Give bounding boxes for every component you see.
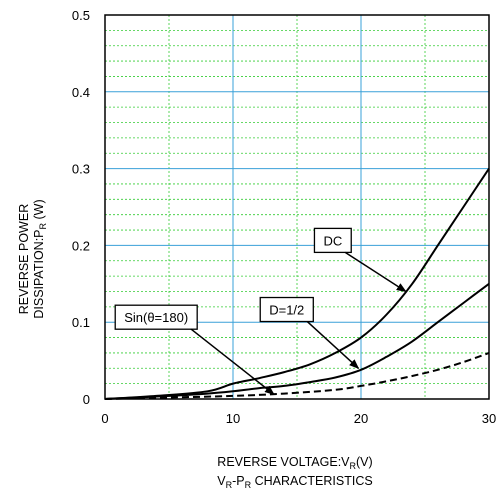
caption-b-sub: R [245, 480, 252, 490]
caption-a: V [217, 474, 226, 488]
annotation-box [259, 296, 314, 323]
y-axis-title-line2: DISSIPATION:PR (W) [32, 199, 48, 318]
series-line [104, 168, 490, 400]
annotation-arrow [344, 251, 407, 293]
x-tick-label: 30 [482, 411, 496, 426]
annotation-label: D=1/2 [269, 303, 304, 318]
x-axis-title-main: REVERSE VOLTAGE:V [217, 455, 350, 469]
major-grid [105, 15, 489, 399]
annotation-arrow [306, 320, 360, 369]
y-tick-label: 0 [83, 392, 90, 407]
x-axis-title-unit: (V) [356, 455, 373, 469]
caption-b: -P [232, 474, 245, 488]
y-axis-title-sub: R [38, 222, 48, 229]
annotation-box [114, 304, 198, 330]
y-tick-label: 0.5 [72, 8, 90, 23]
annotation-layer: DC D=1/2 Sin(θ=180) [114, 227, 407, 396]
y-tick-label: 0.2 [72, 238, 90, 253]
chart-caption: VR-PR CHARACTERISTICS [217, 474, 372, 490]
x-axis-title-sub: R [350, 461, 357, 471]
y-axis-title-main: DISSIPATION:P [32, 229, 46, 318]
y-axis-title-line1: REVERSE POWER [17, 204, 31, 314]
y-axis-title-unit: (W) [32, 199, 46, 223]
plot-frame [104, 14, 490, 400]
series-line [104, 351, 490, 400]
annotation-label: DC [323, 233, 342, 248]
series-layer [104, 168, 490, 400]
y-tick-label: 0.1 [72, 315, 90, 330]
annotation-box [313, 227, 352, 254]
x-tick-label: 10 [226, 411, 240, 426]
y-axis-title: REVERSE POWER DISSIPATION:PR (W) [17, 199, 48, 318]
x-axis-title: REVERSE VOLTAGE:VR(V) [217, 455, 372, 471]
y-tick-label: 0.3 [72, 162, 90, 177]
minor-grid [105, 15, 489, 399]
x-tick-label: 0 [101, 411, 108, 426]
caption-a-sub: R [226, 480, 233, 490]
caption-c: CHARACTERISTICS [251, 474, 373, 488]
tick-labels: 0 10 20 30 0 0.1 0.2 0.3 0.4 0.5 [72, 8, 496, 426]
annotation-label: Sin(θ=180) [124, 310, 188, 325]
x-tick-label: 20 [354, 411, 368, 426]
series-line [104, 282, 490, 400]
y-tick-label: 0.4 [72, 85, 90, 100]
annotation-arrow [190, 328, 275, 396]
